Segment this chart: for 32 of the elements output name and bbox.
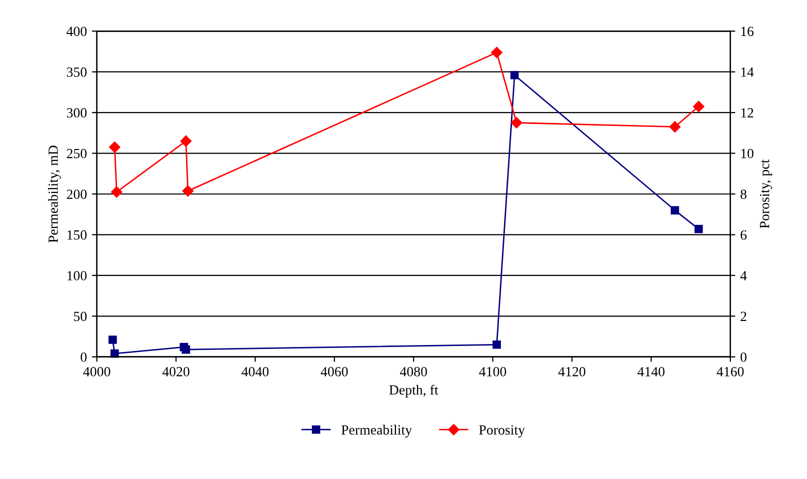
x-tick-label: 4100	[479, 366, 506, 376]
y-tick-label: 0	[80, 352, 87, 362]
x-axis-title: Depth, ft	[389, 384, 438, 398]
x-tick-label: 4160	[716, 366, 744, 376]
y-tick-label: 150	[68, 230, 87, 240]
y2-tick-label: 14	[741, 68, 754, 77]
y-tick-label: 300	[66, 108, 87, 118]
x-tick-label: 4020	[162, 366, 190, 376]
y2-axis-title: Porosity, pct	[760, 159, 772, 228]
y-tick-label: 200	[66, 190, 87, 199]
x-tick-label: 4120	[558, 366, 586, 376]
y2-tick-label: 6	[740, 230, 747, 240]
y-tick-label: 100	[68, 271, 87, 280]
y2-tick-label: 0	[740, 352, 746, 362]
x-tick-label: 4080	[400, 366, 427, 376]
y2-tick-label: 10	[741, 148, 754, 158]
y-tick-label: 400	[66, 26, 87, 36]
y2-tick-label: 8	[740, 190, 746, 199]
y2-tick-label: 2	[740, 312, 746, 321]
y2-tick-label: 4	[740, 271, 747, 280]
y2-tick-label: 12	[741, 108, 754, 118]
x-tick-label: 4140	[638, 366, 665, 376]
y-tick-label: 50	[74, 312, 87, 322]
x-tick-label: 4040	[242, 366, 269, 376]
x-tick-label: 4060	[320, 366, 348, 376]
legend-label: Porosity	[479, 425, 525, 438]
y-tick-label: 350	[66, 67, 87, 77]
y2-tick-label: 16	[741, 26, 754, 36]
y-axis-title: Permeability, mD	[48, 146, 61, 243]
y-tick-label: 250	[66, 148, 87, 158]
legend-label: Permeability	[341, 424, 412, 438]
x-tick-label: 4000	[83, 366, 110, 376]
